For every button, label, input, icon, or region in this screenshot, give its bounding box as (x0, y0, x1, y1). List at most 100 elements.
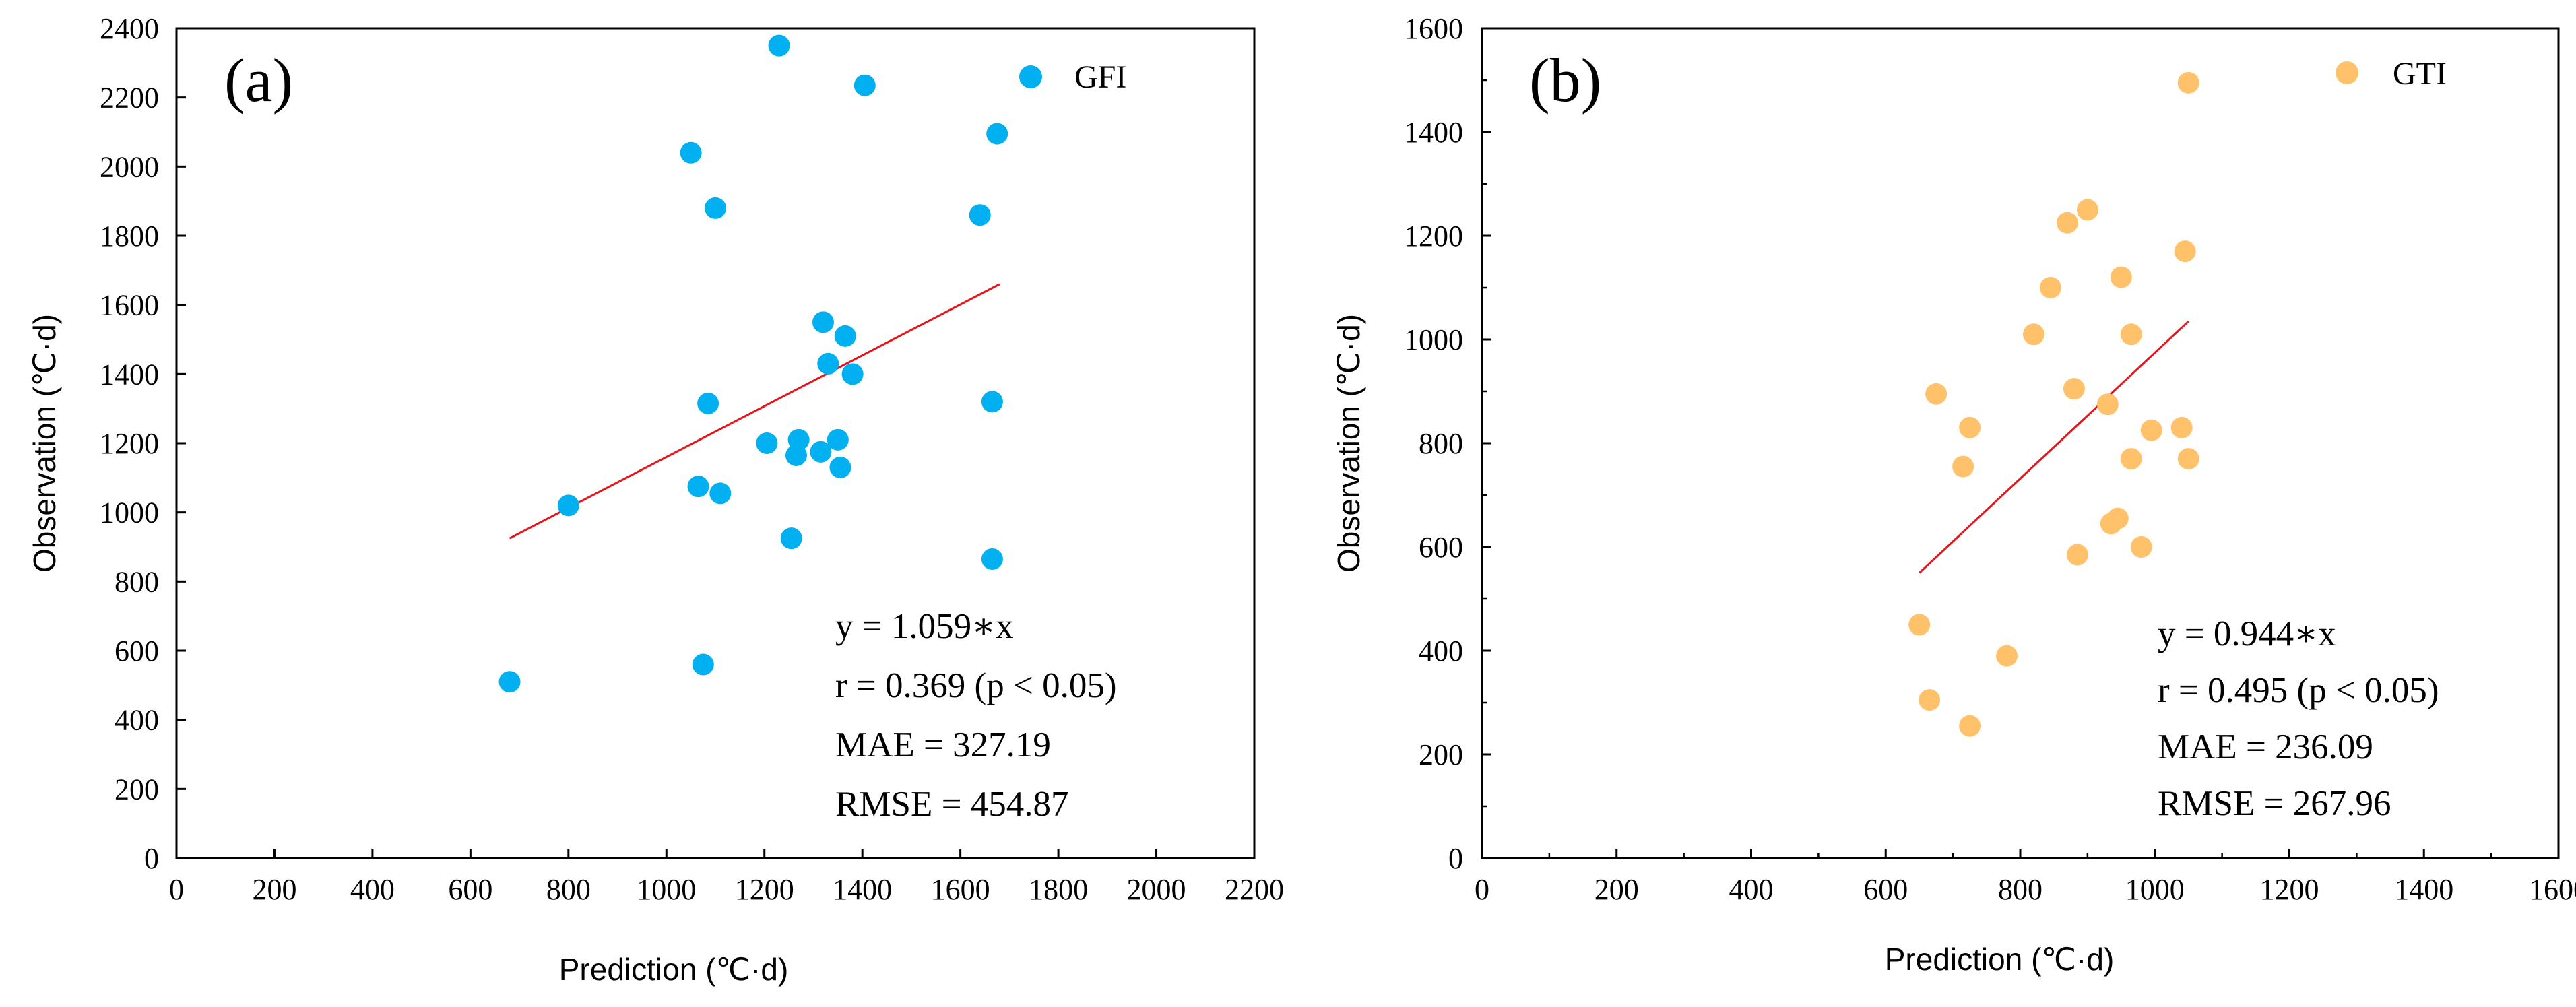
y-axis-label: Observation (℃·d) (27, 314, 62, 573)
data-point (680, 141, 702, 164)
data-point (2170, 416, 2193, 438)
data-point (768, 34, 790, 57)
x-tick-label: 1200 (2260, 873, 2319, 906)
fit-line-layer (509, 283, 1000, 540)
data-point (2130, 536, 2152, 558)
x-tick-label: 1200 (735, 873, 794, 906)
data-point (812, 311, 834, 333)
data-points-layer (1908, 71, 2199, 737)
x-axis-label: Prediction (℃·d) (1885, 942, 2115, 977)
axis-ticks-layer: 0 200 400 600 800 1000 1200 1400 1600 1800 2000 220… (100, 12, 1284, 906)
data-point (817, 352, 839, 375)
data-point (2039, 277, 2061, 298)
y-tick-label: 200 (1419, 738, 1463, 771)
x-tick-label: 400 (350, 873, 395, 906)
x-tick-label: 1000 (637, 873, 696, 906)
y-tick-label: 0 (144, 842, 159, 875)
data-point (841, 363, 864, 385)
plot-frame (175, 27, 1256, 859)
stat-rmse: RMSE = 267.96 (2158, 784, 2391, 823)
data-point (2177, 71, 2199, 94)
fit-line (509, 283, 1000, 540)
data-point (986, 123, 1008, 145)
x-tick-label: 1600 (931, 873, 990, 906)
data-point (697, 392, 719, 414)
x-tick-label: 0 (1475, 873, 1489, 906)
y-tick-label: 1400 (1404, 116, 1463, 149)
y-tick-label: 800 (115, 565, 159, 598)
y-axis-label: Observation (℃·d) (1331, 314, 1366, 573)
axis-ticks-layer: 0 200 400 600 800 1000 1200 1400 1600 0 200 400 600 8… (1404, 12, 2576, 906)
stat-equation: y = 0.944∗x (2158, 614, 2336, 653)
x-tick-label: 600 (1863, 873, 1908, 906)
data-point (1952, 455, 1974, 478)
data-point (1908, 614, 1931, 636)
data-point (787, 428, 810, 451)
data-point (2096, 393, 2119, 416)
data-point (1925, 383, 1947, 405)
data-point (2076, 199, 2098, 221)
data-point (2022, 323, 2044, 346)
y-tick-label: 800 (1419, 427, 1463, 460)
y-tick-label: 400 (115, 704, 159, 737)
data-point (2120, 448, 2142, 470)
y-tick-label: 1200 (100, 427, 159, 460)
x-tick-label: 1400 (2394, 873, 2453, 906)
stat-rmse: RMSE = 454.87 (835, 785, 1068, 824)
data-point (1959, 416, 1981, 438)
plot-frame (1481, 27, 2560, 859)
x-tick-label: 400 (1729, 873, 1774, 906)
data-point (1919, 689, 1941, 711)
data-point (557, 494, 579, 517)
data-point (2063, 378, 2085, 400)
y-tick-label: 1200 (1404, 220, 1463, 253)
legend-marker (2336, 61, 2358, 84)
x-tick-label: 600 (448, 873, 492, 906)
x-tick-label: 2200 (1225, 873, 1284, 906)
data-point (2140, 419, 2162, 441)
x-tick-label: 1600 (2529, 873, 2576, 906)
panel-label: (a) (224, 46, 293, 115)
data-point (981, 391, 1003, 413)
data-point (969, 204, 991, 226)
y-tick-label: 200 (115, 773, 159, 806)
stat-correlation: r = 0.495 (p < 0.05) (2158, 671, 2439, 710)
data-point (709, 482, 732, 505)
stat-mae: MAE = 236.09 (2158, 727, 2373, 767)
stat-mae: MAE = 327.19 (835, 725, 1051, 765)
data-point (1959, 715, 1981, 737)
data-point (705, 197, 726, 219)
x-tick-label: 1000 (2125, 873, 2185, 906)
data-point (810, 441, 832, 463)
y-tick-label: 1000 (1404, 323, 1463, 356)
y-tick-label: 2200 (100, 82, 159, 115)
stat-equation: y = 1.059∗x (835, 607, 1014, 646)
data-point (2120, 323, 2142, 346)
y-tick-label: 1000 (100, 496, 159, 529)
data-point (692, 653, 714, 676)
data-point (829, 456, 851, 478)
y-tick-label: 1600 (100, 289, 159, 322)
y-tick-label: 1400 (100, 358, 159, 391)
data-points-layer (498, 34, 1008, 693)
fit-line-layer (1919, 320, 2189, 574)
data-point (780, 527, 802, 550)
y-tick-label: 1800 (100, 220, 159, 253)
data-point (834, 325, 856, 347)
data-point (981, 548, 1003, 570)
legend-label: GFI (1074, 59, 1126, 95)
data-point (498, 671, 521, 693)
x-tick-label: 0 (169, 873, 184, 906)
y-tick-label: 2000 (100, 150, 159, 183)
y-tick-label: 600 (115, 635, 159, 668)
data-point (854, 74, 876, 96)
data-point (687, 476, 709, 498)
data-point (2177, 448, 2199, 470)
data-point (827, 428, 849, 451)
legend-label: GTI (2393, 56, 2447, 92)
x-tick-label: 800 (1998, 873, 2042, 906)
chart-panel-b: 0 200 400 600 800 1000 1200 1400 1600 0 200 400 600 8… (1331, 12, 2576, 977)
y-tick-label: 0 (1448, 842, 1463, 875)
fit-line (1919, 320, 2189, 574)
